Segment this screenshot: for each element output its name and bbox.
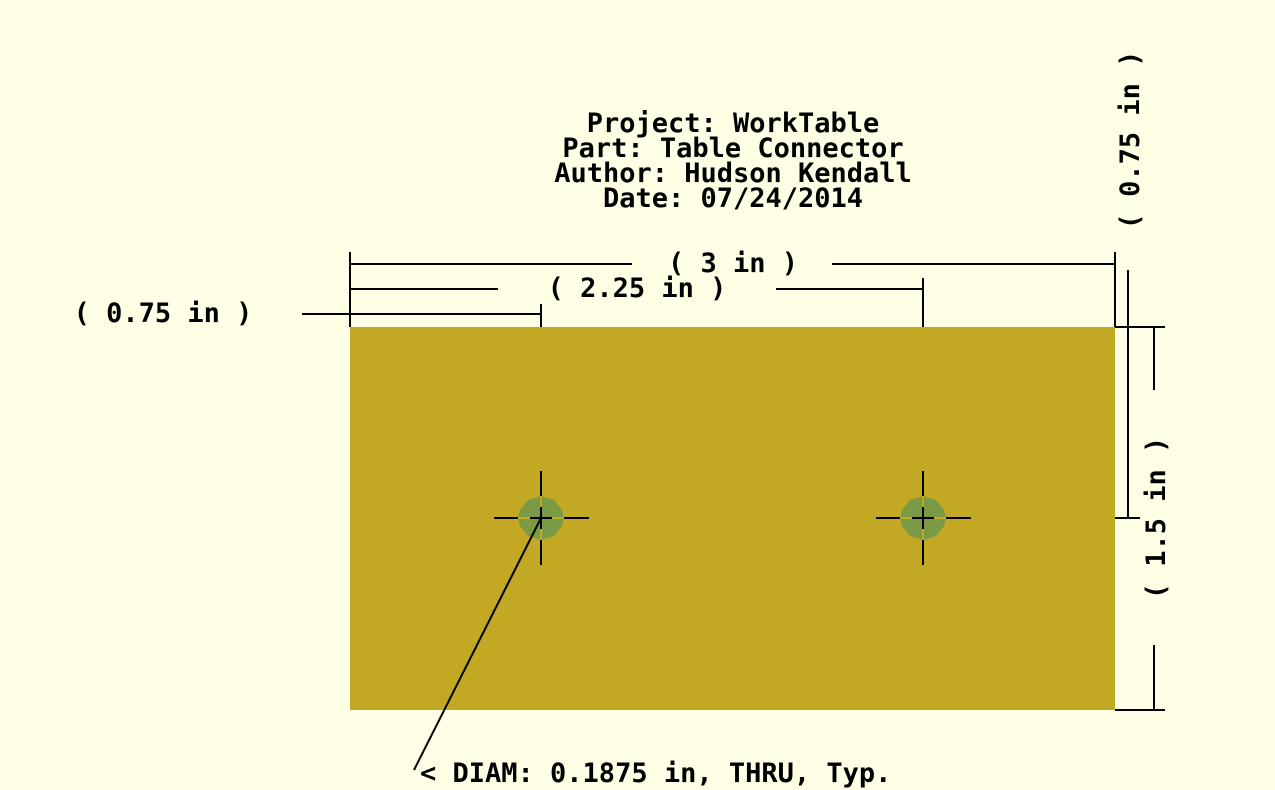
date-label: Date: 07/24/2014 xyxy=(603,183,863,214)
dim-overall-height-label: ( 1.5 in ) xyxy=(1141,437,1172,600)
title-block: Project: WorkTable Part: Table Connector… xyxy=(554,108,912,214)
dim-overall-height: ( 1.5 in ) xyxy=(1115,327,1172,711)
dim-hole-spacing: ( 2.25 in ) xyxy=(350,273,924,327)
dim-hole-offset-x: ( 0.75 in ) xyxy=(74,298,542,329)
hole-callout-label: < DIAM: 0.1875 in, THRU, Typ. xyxy=(420,758,891,789)
hole-right xyxy=(876,471,971,565)
hole-callout: < DIAM: 0.1875 in, THRU, Typ. xyxy=(413,517,891,789)
project-label: Project: WorkTable xyxy=(587,108,880,139)
dim-hole-offset-x-label: ( 0.75 in ) xyxy=(74,298,253,329)
dim-overall-width: ( 3 in ) xyxy=(349,248,1116,327)
part-label: Part: Table Connector xyxy=(562,133,903,164)
dim-overall-width-label: ( 3 in ) xyxy=(668,248,798,279)
dim-hole-offset-y: ( 0.75 in ) xyxy=(1115,51,1165,519)
author-label: Author: Hudson Kendall xyxy=(554,158,912,189)
dim-hole-spacing-label: ( 2.25 in ) xyxy=(548,273,727,304)
hole-callout-leader xyxy=(413,517,542,771)
plate xyxy=(350,327,1115,710)
dim-hole-offset-y-label: ( 0.75 in ) xyxy=(1115,51,1146,230)
